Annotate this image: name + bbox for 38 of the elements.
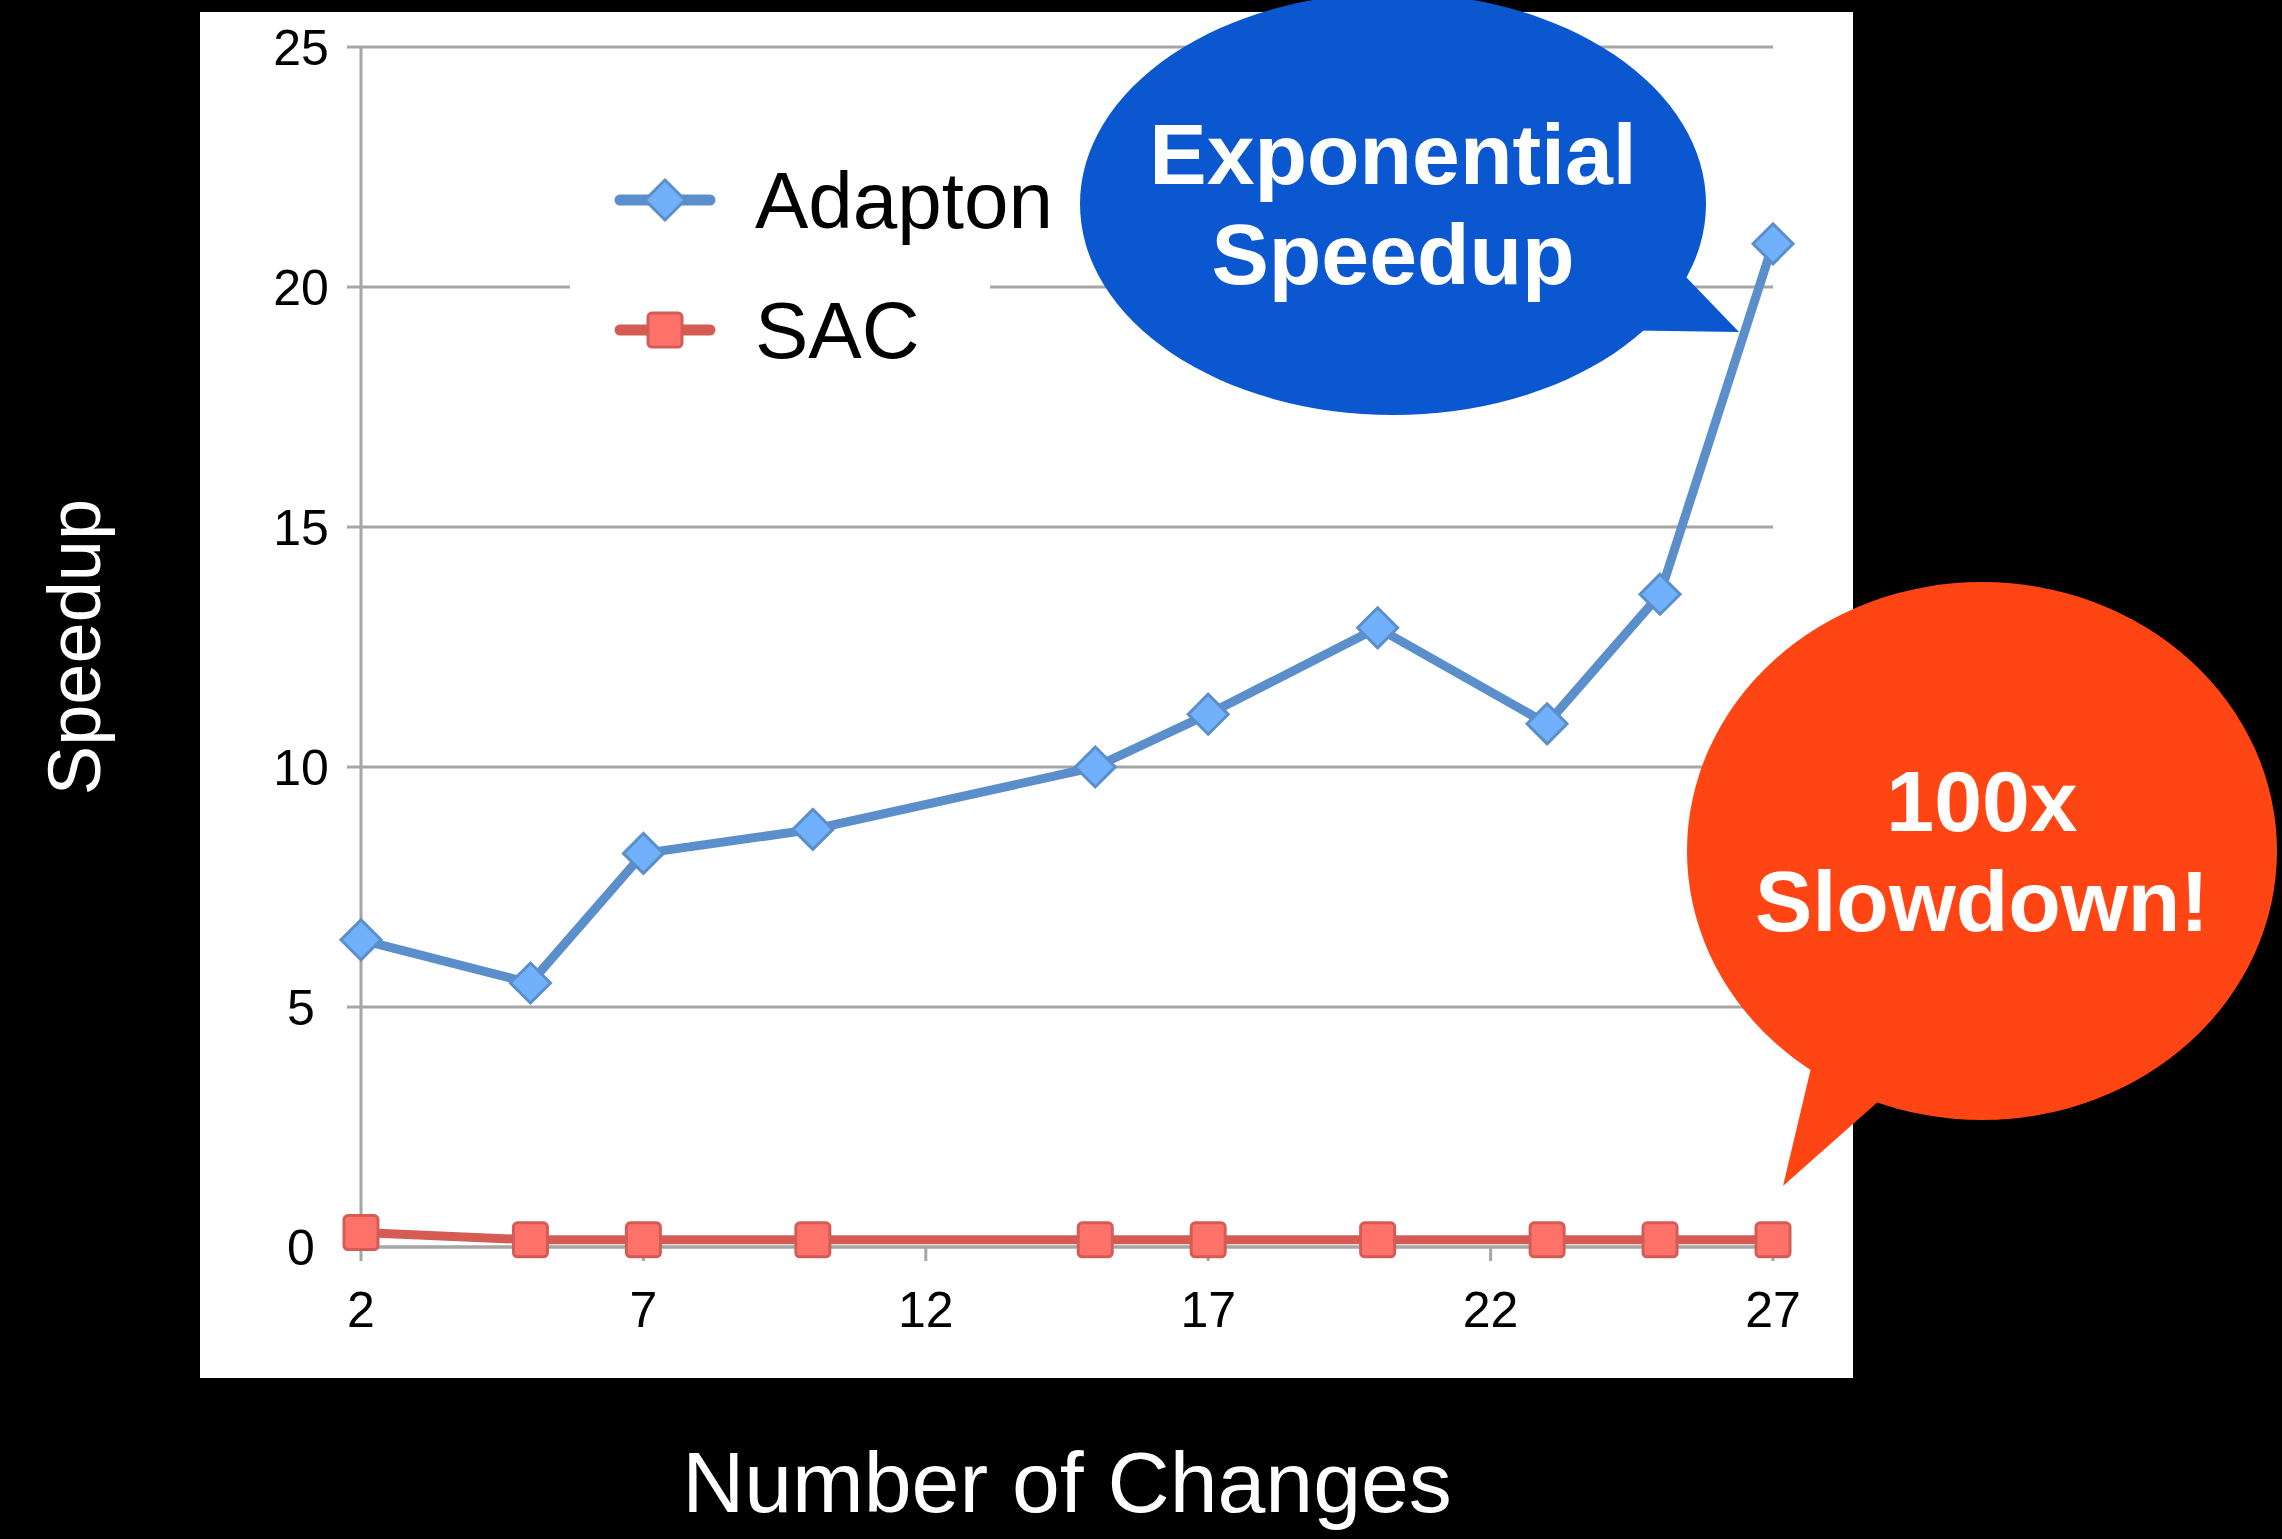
point [1525,702,1569,746]
y-tick-label: 10 [273,739,329,796]
y-axis-title: Speedup [33,498,116,796]
point [1356,606,1400,650]
x-tick-label: 12 [897,1282,954,1338]
point [1754,1221,1792,1259]
point [339,918,383,962]
x-tick-label: 7 [629,1282,658,1338]
annotation: 100x Slowdown! [1755,753,2209,950]
y-tick-label: 25 [273,19,329,76]
point [791,807,835,851]
y-tick-label: 5 [287,979,315,1036]
point [508,961,552,1005]
point [794,1221,832,1259]
point [1751,222,1795,266]
x-axis-title: Number of Changes [682,1434,1452,1530]
point [1076,1221,1114,1259]
point [1073,745,1117,789]
annotation: Exponential Speedup [1149,106,1637,303]
y-tick-label: 0 [287,1219,315,1276]
point [1186,692,1230,736]
legend-label: SAC [755,286,920,375]
point [1641,1221,1679,1259]
y-tick-label: 15 [273,499,329,556]
point [1189,1221,1227,1259]
x-tick-label: 2 [347,1282,375,1338]
point [624,1221,662,1259]
point [342,1214,380,1252]
point [1359,1221,1397,1259]
x-tick-label: 27 [1745,1282,1801,1338]
point [621,831,665,875]
legend-label: Adapton [755,156,1054,245]
point [511,1221,549,1259]
y-tick-label: 20 [273,259,329,316]
x-tick-label: 17 [1180,1282,1237,1338]
point [1638,572,1682,616]
point [1528,1221,1566,1259]
x-tick-label: 22 [1462,1282,1519,1338]
